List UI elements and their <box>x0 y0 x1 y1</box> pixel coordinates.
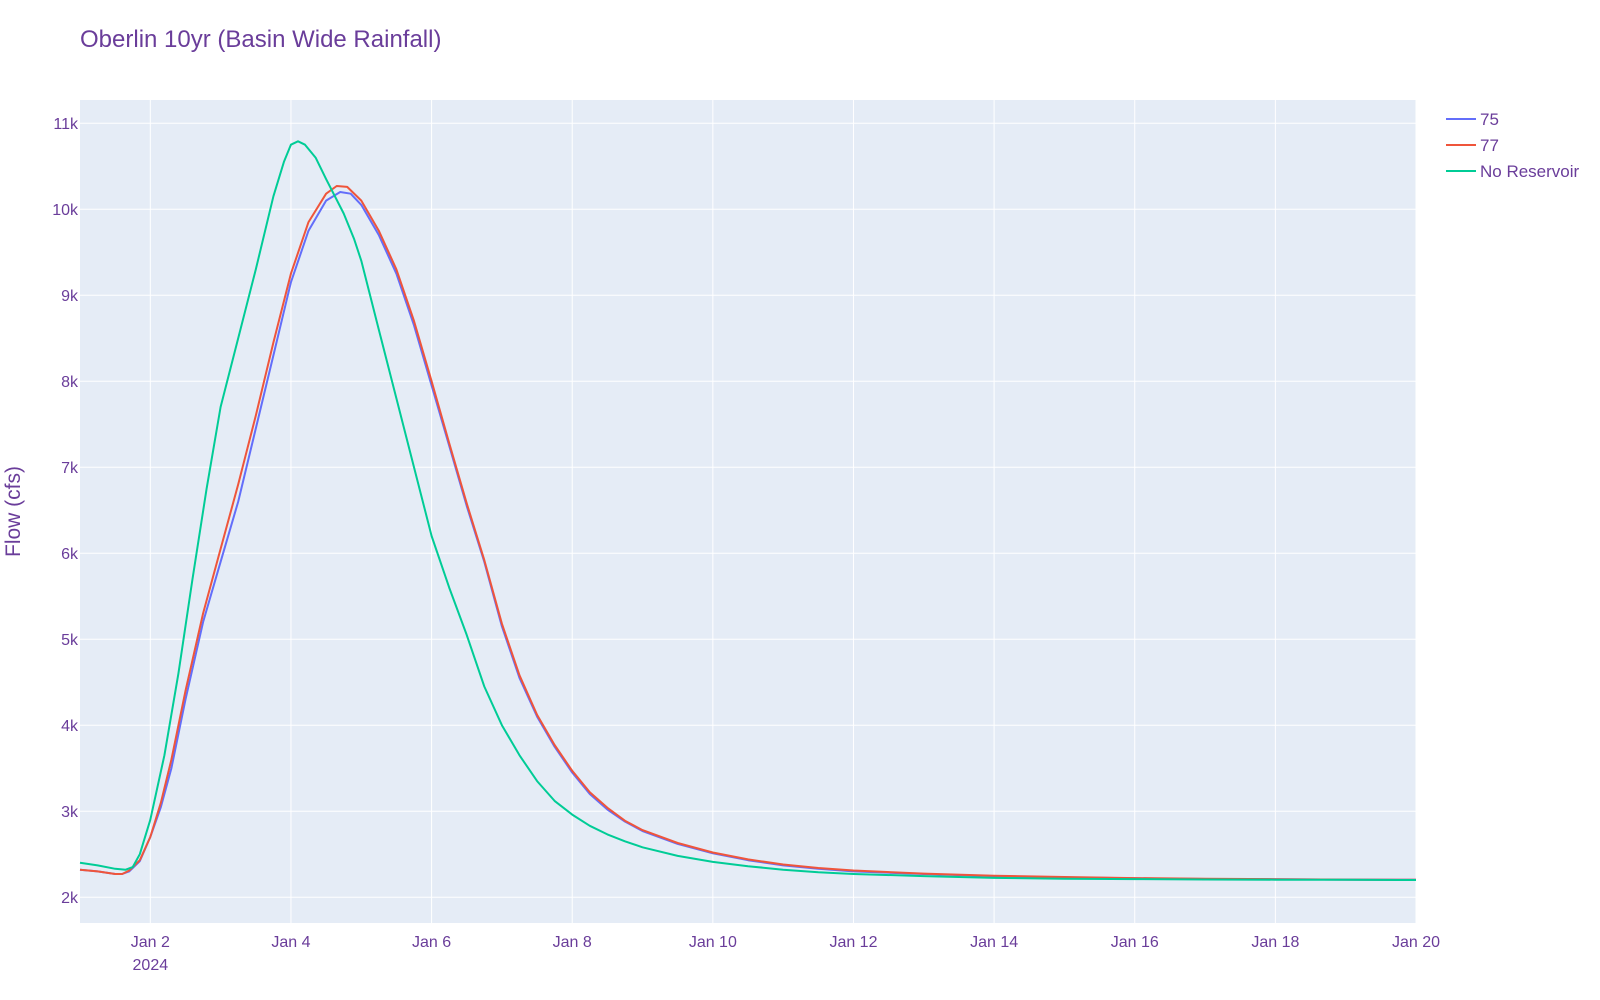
x-tick-label: Jan 18 <box>1251 934 1299 951</box>
series-line-77 <box>79 185 1417 881</box>
x-tick-label: Jan 2 <box>131 934 170 951</box>
x-tick-label: Jan 14 <box>970 934 1018 951</box>
x-tick-label: Jan 20 <box>1392 934 1440 951</box>
y-tick-label: 4k <box>61 718 79 735</box>
y-tick-label: 2k <box>61 890 79 907</box>
series-layer <box>79 140 1417 881</box>
y-tick-label: 8k <box>61 374 79 391</box>
y-tick-label: 7k <box>61 460 79 477</box>
legend-item-75[interactable]: 75 <box>1446 110 1499 129</box>
legend-label: 75 <box>1480 110 1499 129</box>
y-axis: 2k 3k 4k 5k 6k 7k 8k 9k 10k 11k <box>52 116 79 907</box>
y-tick-label: 9k <box>61 288 79 305</box>
legend-item-77[interactable]: 77 <box>1446 136 1499 155</box>
y-tick-label: 10k <box>52 202 79 219</box>
x-tick-label: Jan 16 <box>1111 934 1159 951</box>
x-tick-label: Jan 6 <box>412 934 451 951</box>
y-tick-label: 6k <box>61 546 79 563</box>
legend-label: 77 <box>1480 136 1499 155</box>
x-axis: Jan 2 2024 Jan 4 Jan 6 Jan 8 Jan 10 Jan 12 Jan … <box>131 934 1440 974</box>
legend[interactable]: 75 77 No Reservoir <box>1446 110 1580 181</box>
x-tick-label: Jan 8 <box>553 934 592 951</box>
y-tick-label: 11k <box>53 116 79 133</box>
x-tick-label: Jan 12 <box>829 934 877 951</box>
x-tick-sublabel: 2024 <box>133 957 169 974</box>
grid-layer <box>80 100 1417 923</box>
chart-title: Oberlin 10yr (Basin Wide Rainfall) <box>80 26 442 53</box>
legend-label: No Reservoir <box>1480 162 1580 181</box>
y-tick-label: 5k <box>61 632 79 649</box>
series-line-no-reservoir <box>79 140 1417 881</box>
x-tick-label: Jan 10 <box>689 934 737 951</box>
plot-area <box>80 100 1416 923</box>
legend-item-no-reservoir[interactable]: No Reservoir <box>1446 162 1580 181</box>
y-axis-label: Flow (cfs) <box>2 466 25 557</box>
x-tick-label: Jan 4 <box>271 934 310 951</box>
y-tick-label: 3k <box>61 804 79 821</box>
